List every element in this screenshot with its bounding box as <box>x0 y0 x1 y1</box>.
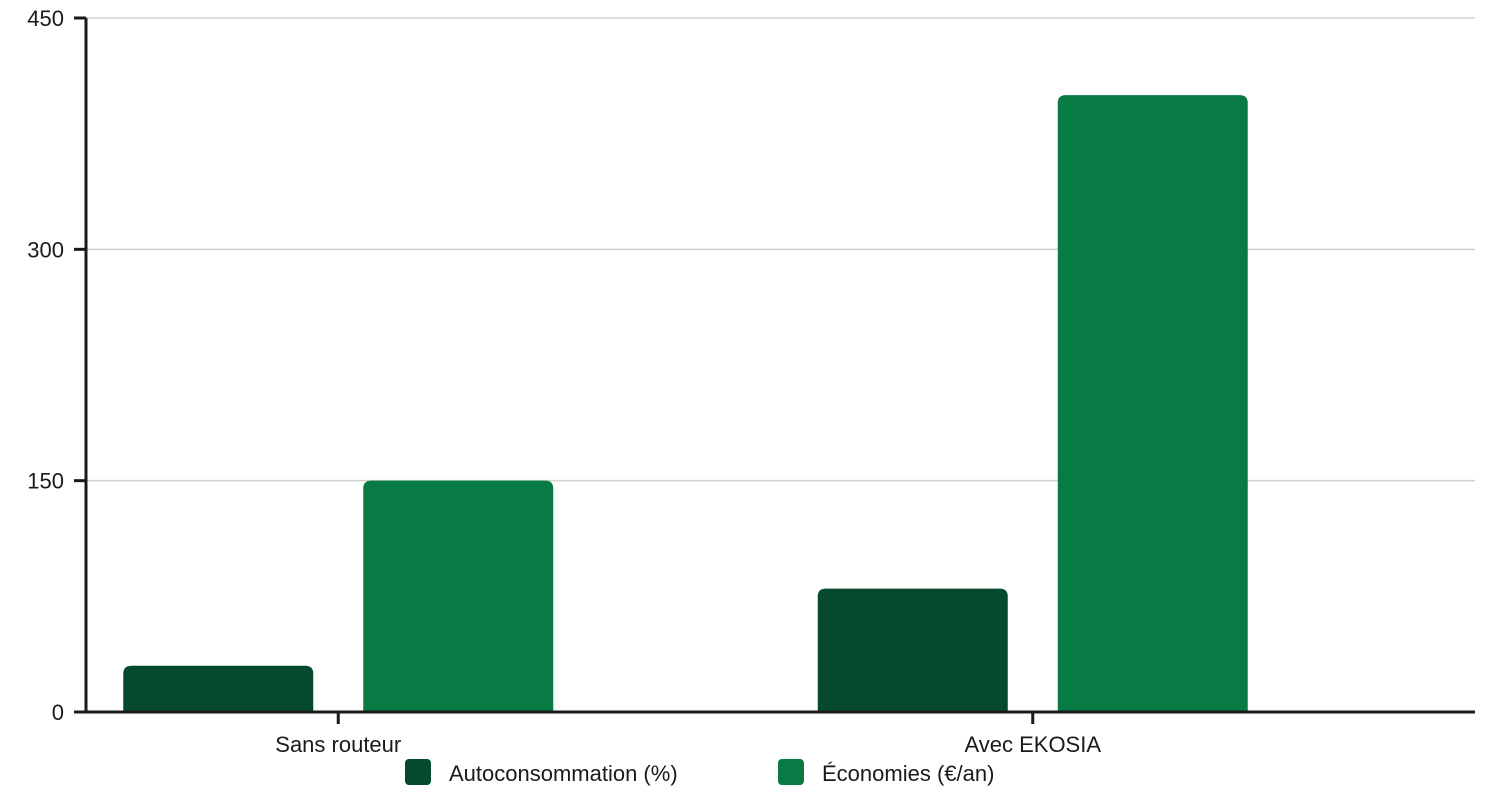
x-axis-ticks: Sans routeur Avec EKOSIA <box>275 712 1101 757</box>
x-tick-label: Sans routeur <box>275 732 401 757</box>
y-tick-label: 300 <box>27 237 64 262</box>
legend-label: Autoconsommation (%) <box>449 761 678 786</box>
legend-swatch <box>778 759 804 785</box>
legend: Autoconsommation (%) Économies (€/an) <box>405 759 994 786</box>
bars <box>123 95 1248 713</box>
y-tick-label: 450 <box>27 6 64 31</box>
y-tick-label: 150 <box>27 469 64 494</box>
y-tick-label: 0 <box>52 700 64 725</box>
bar-economies-0 <box>363 480 554 712</box>
bar-autoconsommation-1 <box>817 588 1008 712</box>
axes <box>84 18 1475 714</box>
y-axis-ticks: 0 150 300 450 <box>27 6 86 725</box>
grid-lines <box>86 17 1475 482</box>
bar-autoconsommation-0 <box>123 665 314 712</box>
x-tick-label: Avec EKOSIA <box>964 732 1101 757</box>
legend-swatch <box>405 759 431 785</box>
legend-label: Économies (€/an) <box>822 761 994 786</box>
bar-economies-1 <box>1057 95 1248 713</box>
